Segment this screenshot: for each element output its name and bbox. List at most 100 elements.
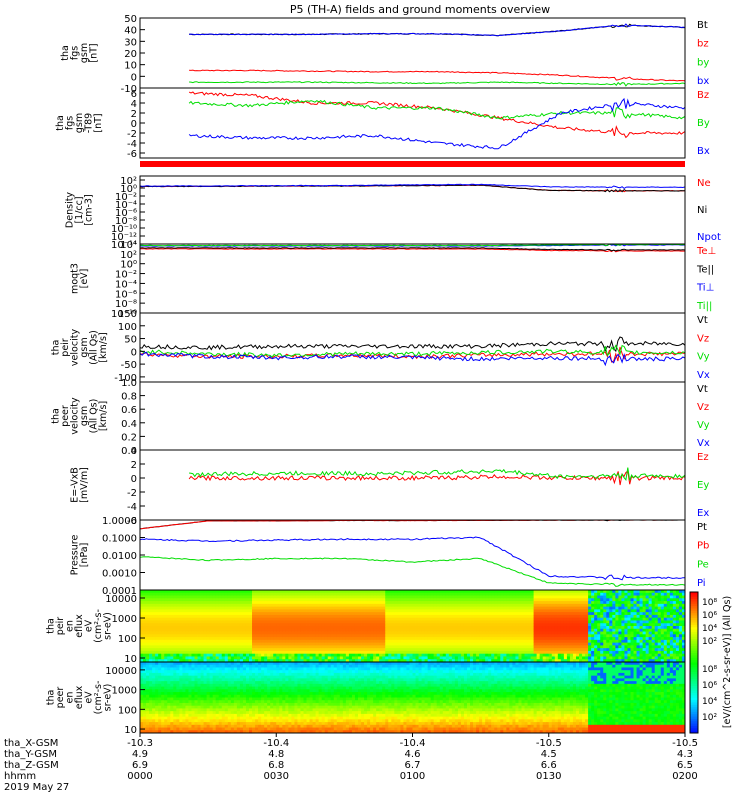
heatmap-cell [236, 639, 241, 644]
heatmap-cell [143, 590, 147, 594]
heatmap-cell [572, 659, 577, 663]
heatmap-cell [579, 595, 583, 599]
heatmap-cell [200, 642, 204, 646]
heatmap-cell [312, 598, 317, 602]
heatmap-cell [358, 598, 362, 602]
heatmap-cell [554, 634, 559, 638]
heatmap-cell [158, 628, 162, 632]
heatmap-cell [230, 628, 235, 632]
heatmap-cell [379, 639, 383, 644]
heatmap-cell [388, 637, 392, 641]
heatmap-cell [309, 603, 313, 608]
heatmap-cell [448, 626, 453, 630]
heatmap-cell [406, 634, 410, 638]
heatmap-cell [406, 592, 410, 596]
heatmap-cell [500, 592, 504, 596]
heatmap-cell [482, 637, 486, 641]
heatmap-cell [370, 648, 374, 652]
heatmap-cell [385, 592, 389, 596]
heatmap-cell [197, 606, 201, 610]
heatmap-cell [612, 628, 616, 632]
heatmap-cell [675, 601, 680, 605]
heatmap-cell [312, 617, 317, 621]
heatmap-cell [630, 631, 634, 635]
heatmap-cell [418, 634, 422, 638]
heatmap-cell [167, 612, 171, 616]
heatmap-cell [394, 598, 398, 602]
heatmap-cell [276, 620, 280, 624]
heatmap-cell [270, 609, 274, 613]
heatmap-cell [509, 637, 513, 641]
heatmap-cell [273, 620, 277, 624]
heatmap-cell [678, 659, 683, 663]
heatmap-cell [388, 595, 392, 599]
heatmap-cell [161, 653, 165, 657]
heatmap-cell [333, 612, 338, 616]
heatmap-cell [276, 617, 280, 621]
heatmap-cell [576, 639, 580, 644]
heatmap-cell [170, 606, 174, 610]
heatmap-cell [633, 637, 637, 641]
heatmap-cell [197, 653, 201, 657]
heatmap-cell [588, 595, 592, 599]
heatmap-cell [306, 628, 310, 632]
heatmap-cell [630, 617, 634, 621]
heatmap-cell [533, 626, 538, 630]
y-label-line: (cm²-s- [93, 609, 104, 643]
heatmap-cell [358, 614, 362, 619]
heatmap-cell [182, 590, 186, 594]
heatmap-cell [149, 664, 153, 668]
heatmap-cell [170, 595, 174, 599]
heatmap-cell [227, 623, 232, 627]
heatmap-cell [255, 659, 259, 663]
heatmap-cell [218, 659, 223, 663]
heatmap-cell [436, 614, 441, 619]
heatmap-cell [239, 626, 244, 630]
heatmap-cell [351, 592, 356, 596]
heatmap-cell [276, 626, 280, 630]
heatmap-cell [563, 623, 568, 627]
heatmap-cell [173, 645, 177, 649]
heatmap-cell [436, 592, 441, 596]
heatmap-cell [569, 653, 574, 657]
heatmap-cell [333, 620, 338, 624]
heatmap-cell [176, 656, 180, 660]
heatmap-cell [309, 614, 313, 619]
heatmap-cell [345, 626, 350, 630]
heatmap-cell [351, 606, 356, 610]
heatmap-cell [491, 634, 495, 638]
heatmap-cell [603, 653, 607, 657]
heatmap-cell [161, 603, 165, 608]
heatmap-cell [591, 612, 595, 616]
heatmap-cell [309, 623, 313, 627]
heatmap-cell [448, 592, 453, 596]
heatmap-cell [233, 598, 238, 602]
heatmap-cell [315, 612, 320, 616]
heatmap-cell [170, 603, 174, 608]
heatmap-cell [143, 650, 147, 655]
heatmap-cell [548, 598, 553, 602]
heatmap-cell [527, 620, 531, 624]
y-tick-label: 0.0010 [102, 569, 137, 580]
heatmap-cell [609, 606, 613, 610]
heatmap-cell [321, 639, 326, 644]
heatmap-cell [297, 612, 301, 616]
heatmap-cell [233, 606, 238, 610]
heatmap-cell [155, 634, 159, 638]
heatmap-cell [143, 601, 147, 605]
heatmap-cell [454, 642, 459, 646]
heatmap-cell [388, 603, 392, 608]
heatmap-cell [554, 609, 559, 613]
heatmap-cell [439, 648, 444, 652]
heatmap-cell [306, 659, 310, 663]
heatmap-cell [439, 590, 444, 594]
heatmap-cell [473, 659, 477, 663]
heatmap-cell [351, 642, 356, 646]
heatmap-cell [509, 631, 513, 635]
heatmap-cell [415, 659, 419, 663]
heatmap-cell [618, 614, 622, 619]
heatmap-cell [642, 609, 647, 613]
heatmap-cell [391, 614, 395, 619]
heatmap-cell [451, 628, 456, 632]
heatmap-cell [527, 645, 531, 649]
